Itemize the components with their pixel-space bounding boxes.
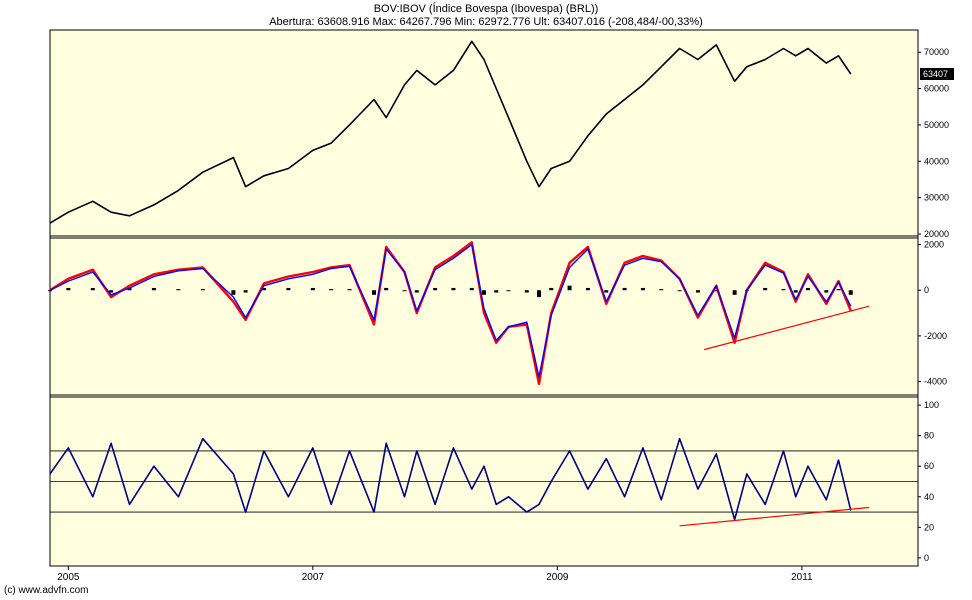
rsi-y-tick-label: 100 [924,400,939,410]
macd-histogram-bar [176,289,181,291]
macd-histogram-bar [482,290,486,295]
macd-histogram-bar [127,287,132,291]
rsi-y-tick-label: 40 [924,492,934,502]
macd-histogram-bar [231,290,236,295]
macd-histogram-bar [347,289,352,291]
macd-histogram-bar [549,287,554,291]
signal-line [49,243,852,378]
macd-histogram-bar [585,287,590,291]
x-tick-label: 2011 [791,572,813,583]
price-panel: 20000 30000 40000 50000 60000 70000 63407 [49,40,954,239]
macd-histogram-bar [200,289,205,291]
macd-histogram-bar [151,287,156,291]
rsi-trendline [679,506,870,527]
price-y-tick-label: 20000 [924,229,949,239]
chart-title: BOV:IBOV (Índice Bovespa (Ibovespa) (BRL… [373,3,599,15]
macd-histogram-bar [714,290,719,292]
macd-histogram-bar [659,289,664,291]
macd-histogram-bar [90,287,95,291]
macd-histogram-bar [622,287,627,291]
price-y-tick-label: 30000 [924,193,949,203]
macd-histogram-bar [793,290,798,293]
macd-histogram-bar [66,287,71,291]
rsi-y-tick-label: 20 [924,522,934,532]
x-tick-label: 2009 [546,572,569,583]
x-tick-label: 2005 [57,572,80,583]
macd-histogram-bar [384,287,389,291]
macd-histogram-bar [494,290,499,293]
macd-histogram-bar [781,289,786,291]
macd-histogram-bar [677,290,682,292]
macd-histogram-bar [261,287,266,291]
macd-histogram-bar [286,287,291,291]
price-y-tick-label: 40000 [924,156,949,166]
macd-histogram-bar [763,287,768,291]
plot-background [49,29,919,567]
macd-histogram-bar [567,285,572,291]
x-axis: 2005 2007 2009 2011 [57,566,813,583]
macd-y-tick-label: -2000 [924,331,947,341]
rsi-y-tick-label: 60 [924,461,934,471]
macd-histogram-bar [506,290,511,292]
macd-histogram-bar [524,290,529,293]
macd-histogram-bar [469,287,474,291]
copyright-text: (c) www.advfn.com [4,585,89,596]
macd-trendline [703,305,870,351]
macd-histogram-bar [732,290,737,295]
price-y-tick-label: 70000 [924,47,949,57]
macd-y-tick-label: -4000 [924,377,947,387]
quote-summary: Abertura: 63608.916 Max: 64267.796 Min: … [269,16,703,28]
macd-histogram-bar [537,290,542,298]
macd-histogram-bar [402,290,407,292]
last-price-label: 63407 [923,69,948,79]
macd-histogram-bar [109,290,114,293]
macd-histogram-bar [243,290,248,293]
rsi-y-tick-label: 80 [924,431,934,441]
price-y-tick-label: 50000 [924,120,949,130]
macd-histogram-bar [848,290,853,295]
rsi-line [49,437,852,521]
last-price-badge [920,68,954,80]
macd-histogram-bar [805,287,810,291]
macd-histogram-bar [695,290,700,293]
macd-y-tick-label: 0 [924,285,929,295]
macd-histogram-bar [824,290,829,293]
x-tick-label: 2007 [302,572,325,583]
macd-histogram-bar [640,287,645,291]
macd-histogram-bar [604,290,609,293]
macd-histogram-bar [836,289,841,291]
rsi-y-tick-label: 0 [924,553,929,563]
price-y-tick-label: 60000 [924,84,949,94]
price-line [49,40,852,224]
macd-y-tick-label: 2000 [924,240,944,250]
macd-histogram-bar [329,289,334,291]
macd-histogram-bar [48,290,52,292]
macd-histogram-bar [451,287,456,291]
macd-histogram-bar [414,290,419,293]
macd-histogram-bar [310,287,315,291]
rsi-panel: 100 80 60 40 20 0 [49,400,939,563]
macd-histogram-bar [371,290,376,295]
macd-histogram-bar [433,287,438,291]
macd-panel: 2000 0 -2000 -4000 [48,240,947,387]
